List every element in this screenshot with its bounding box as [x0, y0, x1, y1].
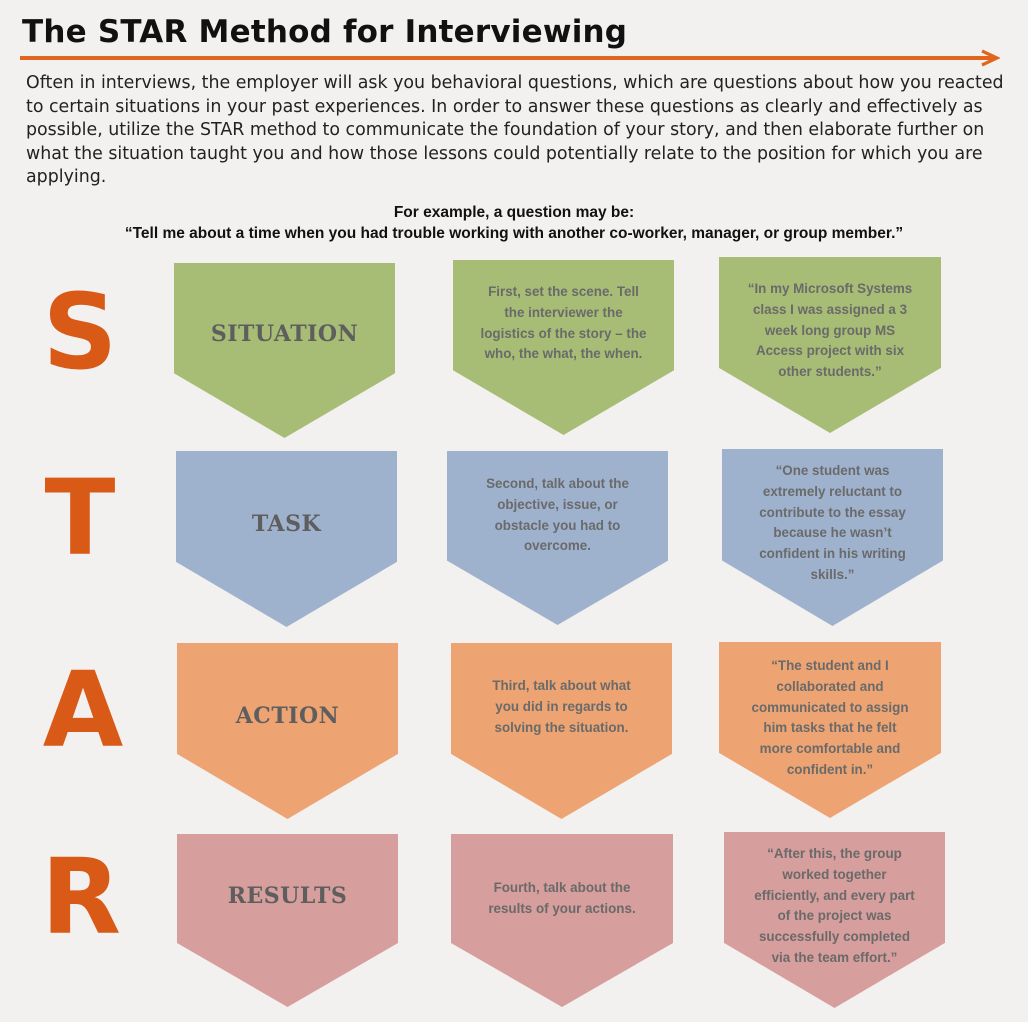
arrow-right-icon [981, 49, 1000, 67]
page-title: The STAR Method for Interviewing [22, 14, 628, 50]
text-line: week long group MS [764, 322, 896, 338]
text-line: you did in regards to [495, 698, 628, 714]
text-line: efficiently, and every part [754, 887, 915, 903]
text-line: contribute to the essay [759, 504, 906, 520]
text-line: objective, issue, or [497, 496, 618, 512]
task-description-shape: Second, talk about the objective, issue, … [447, 451, 668, 625]
results-description-shape: Fourth, talk about the results of your ac… [451, 834, 673, 1007]
results-label-shape: RESULTS [177, 834, 398, 1007]
text-line: Third, talk about what [492, 678, 631, 693]
text-line: “In my Microsoft Systems [747, 281, 913, 296]
text-line: more comfortable and [759, 741, 901, 757]
task-example-shape: “One student was extremely reluctant to co… [722, 449, 943, 626]
letter-s: S [42, 271, 118, 393]
text-line: class I was assigned a 3 [752, 301, 908, 317]
text-line: collaborated and [776, 678, 884, 694]
letter-r: R [40, 836, 122, 958]
situation-description-shape: First, set the scene. Tell the interviewe… [453, 260, 674, 435]
example-lead: For example, a question may be: [393, 204, 635, 221]
task-description: Second, talk about the objective, issue, … [486, 474, 629, 557]
text-line: confident in.” [786, 761, 874, 777]
text-line: Access project with six [755, 343, 905, 359]
text-line: communicated to assign [751, 699, 909, 715]
text-line: overcome. [523, 538, 591, 554]
task-label-shape: TASK [176, 451, 397, 627]
text-line: who, the what, the when. [484, 346, 643, 362]
text-line: other students.” [778, 364, 882, 380]
action-label-shape: ACTION [177, 643, 398, 819]
task-example: “One student was extremely reluctant to co… [759, 461, 906, 586]
situation-description: First, set the scene. Tell the interviewe… [481, 282, 647, 365]
letter-t: T [44, 457, 116, 579]
text-line: via the team effort.” [771, 949, 898, 965]
intro-paragraph: Often in interviews, the employer will a… [26, 73, 1004, 187]
title-underline-arrow [20, 56, 995, 60]
situation-label: SITUATION [210, 321, 359, 347]
text-line: solving the situation. [494, 719, 629, 735]
text-line: Second, talk about the [486, 476, 629, 491]
text-line: skills.” [810, 566, 855, 582]
text-line: “One student was [775, 463, 890, 478]
action-example: “The student and I collaborated and commun… [752, 656, 909, 781]
text-line: confident in his writing [759, 546, 906, 562]
text-line: “After this, the group [767, 846, 902, 861]
results-example-shape: “After this, the group worked together eff… [724, 832, 945, 1008]
situation-example: “In my Microsoft Systems class I was assi… [748, 279, 912, 383]
results-label: RESULTS [227, 883, 348, 909]
text-line: First, set the scene. Tell [488, 284, 639, 299]
action-label: ACTION [235, 703, 340, 729]
text-line: of the project was [777, 908, 892, 924]
results-example: “After this, the group worked together eff… [754, 844, 915, 969]
situation-example-shape: “In my Microsoft Systems class I was assi… [719, 257, 941, 433]
action-description: Third, talk about what you did in regards… [492, 676, 630, 738]
text-line: “The student and I [771, 658, 889, 673]
text-line: obstacle you had to [494, 517, 621, 533]
text-line: the interviewer the [504, 304, 623, 320]
action-description-shape: Third, talk about what you did in regards… [451, 643, 672, 819]
text-line: him tasks that he felt [763, 720, 897, 736]
text-line: results of your actions. [488, 900, 636, 916]
text-line: extremely reluctant to [762, 483, 903, 499]
situation-label-shape: SITUATION [174, 263, 395, 438]
text-line: successfully completed [758, 929, 911, 945]
task-label: TASK [251, 511, 322, 537]
text-line: Fourth, talk about the [493, 880, 631, 895]
text-line: worked together [782, 866, 887, 882]
example-question-block: For example, a question may be: “Tell me… [0, 202, 1028, 244]
text-line: logistics of the story – the [480, 325, 647, 341]
results-description: Fourth, talk about the results of your ac… [488, 878, 635, 920]
letter-a: A [42, 649, 124, 771]
example-question: “Tell me about a time when you had troub… [124, 225, 904, 242]
text-line: because he wasn’t [773, 525, 892, 541]
action-example-shape: “The student and I collaborated and commun… [719, 642, 941, 818]
